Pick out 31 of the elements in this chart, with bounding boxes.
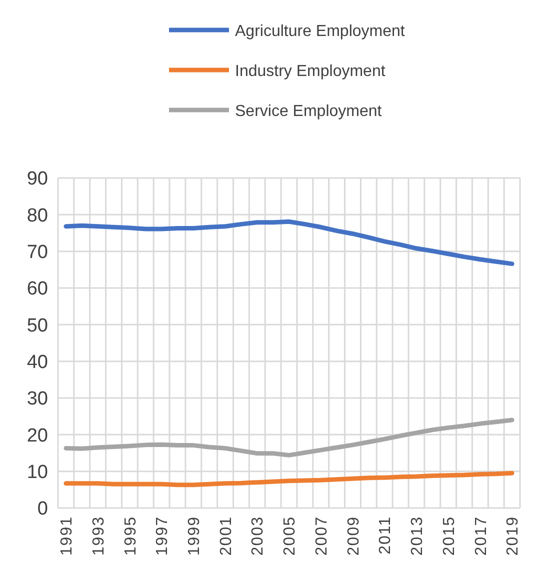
line-series: [64, 418, 514, 458]
x-tick-label: 2013: [409, 516, 426, 556]
x-tick-label: 2009: [345, 516, 362, 556]
legend-label: Industry Employment: [235, 63, 386, 80]
y-tick-label: 50: [26, 315, 48, 336]
x-tick-label: 2007: [313, 516, 330, 556]
x-tick-label: 2015: [440, 516, 458, 556]
x-tick-label: 1999: [186, 516, 204, 556]
legend-label: Agriculture Employment: [235, 23, 406, 40]
x-tick-label: 2003: [250, 516, 267, 556]
y-tick-label: 0: [37, 498, 48, 520]
x-tick-label: 2005: [282, 516, 299, 556]
x-tick-label: 1991: [58, 516, 76, 556]
line-series: [64, 470, 514, 488]
x-tick-label: 2017: [472, 516, 490, 556]
y-tick-label: 80: [26, 205, 48, 226]
legend-label: Service Employment: [235, 103, 382, 120]
y-tick-label: 60: [26, 278, 48, 300]
y-tick-label: 40: [26, 352, 48, 373]
x-tick-label: 2019: [504, 516, 522, 556]
x-tick-label: 1997: [154, 516, 172, 556]
y-tick-label: 10: [26, 462, 48, 483]
y-tick-label: 20: [26, 425, 48, 446]
y-tick-label: 70: [26, 242, 48, 263]
line-series: [64, 219, 514, 266]
x-tick-label: 1993: [90, 516, 108, 556]
x-tick-label: 1995: [122, 516, 140, 556]
y-tick-label: 90: [26, 168, 48, 190]
x-tick-label: 2001: [218, 516, 235, 556]
x-tick-label: 2011: [377, 516, 394, 554]
y-tick-label: 30: [26, 388, 48, 410]
